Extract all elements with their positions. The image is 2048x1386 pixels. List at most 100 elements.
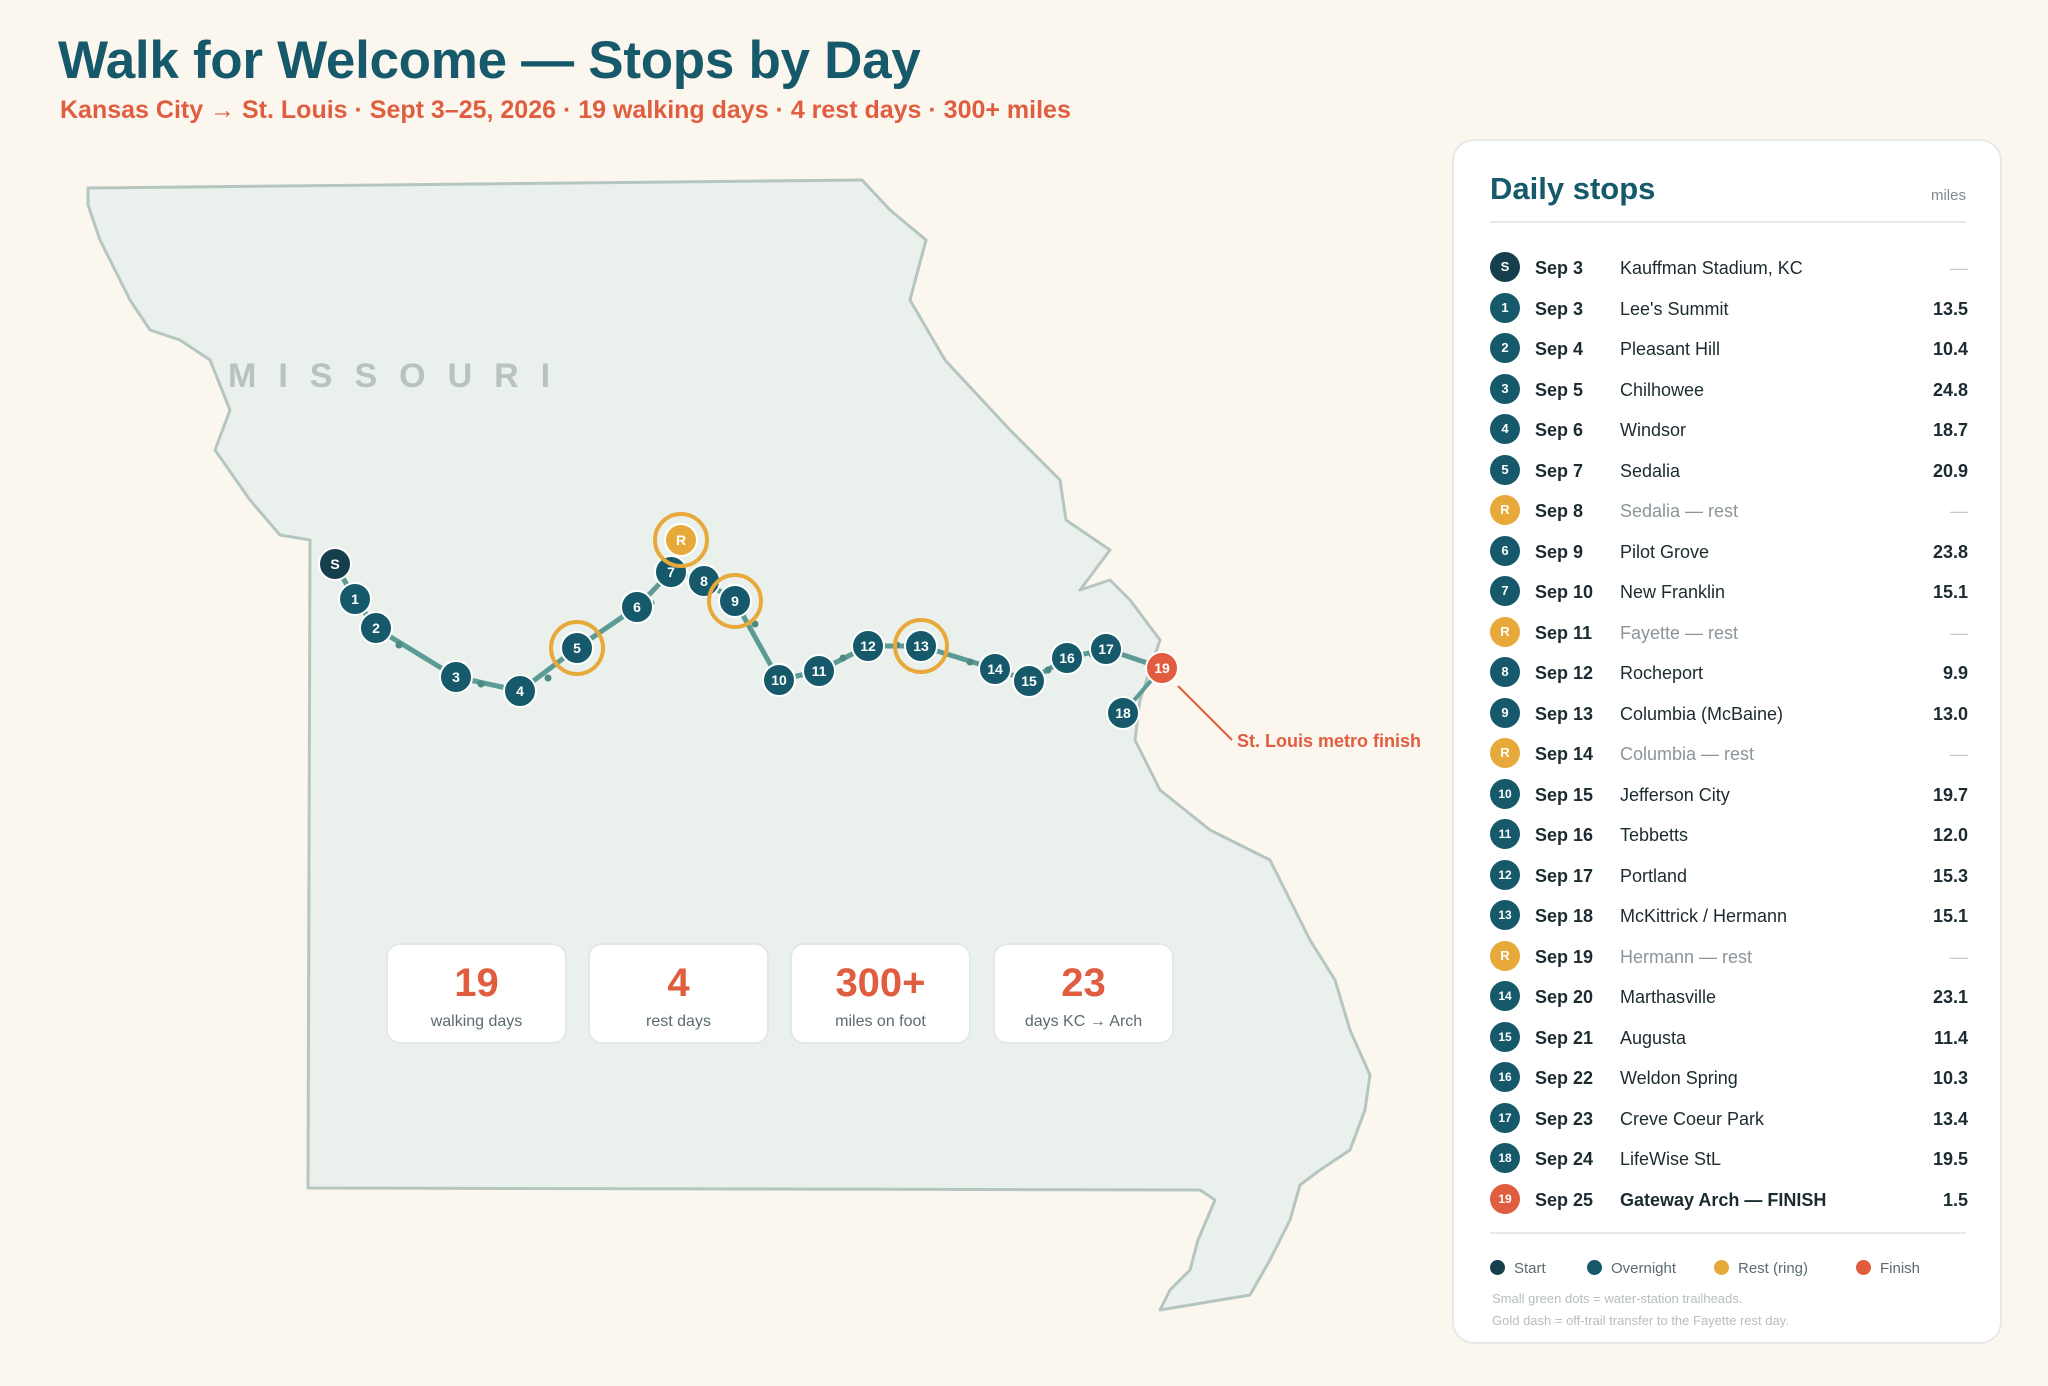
marker-label: 9 [731, 593, 739, 609]
map-marker-10[interactable]: 10 [762, 663, 796, 697]
map-marker-2[interactable]: 2 [359, 611, 393, 645]
map-marker-15[interactable]: 15 [1012, 664, 1046, 698]
map-marker-12[interactable]: 12 [851, 629, 885, 663]
stop-miles: 15.1 [1932, 582, 1968, 602]
map-marker-3[interactable]: 3 [439, 660, 473, 694]
marker-label: 4 [516, 683, 524, 699]
stop-row[interactable]: R Sep 14 Columbia — rest — [1490, 735, 1968, 776]
legend-note-water: Small green dots = water-station trailhe… [1492, 1291, 1743, 1306]
water-station-dot [839, 654, 847, 662]
map-marker-7[interactable]: 7 [654, 555, 688, 589]
stop-row[interactable]: R Sep 8 Sedalia — rest — [1490, 492, 1968, 533]
marker-dot [1089, 632, 1123, 666]
marker-dot [718, 584, 752, 618]
stop-date: Sep 14 [1535, 744, 1594, 764]
map-marker-14[interactable]: 14 [978, 652, 1012, 686]
marker-dot [802, 654, 836, 688]
stop-row[interactable]: 18 Sep 24 LifeWise StL 19.5 [1490, 1140, 1968, 1181]
map-marker-6[interactable]: 6 [620, 590, 654, 624]
marker-dot [762, 663, 796, 697]
stop-place: Columbia — rest [1620, 744, 1755, 764]
marker-label: 18 [1115, 705, 1131, 721]
stop-badge: 14 [1490, 981, 1520, 1011]
stop-row[interactable]: 6 Sep 9 Pilot Grove 23.8 [1490, 533, 1968, 574]
stop-row[interactable]: 10 Sep 15 Jefferson City 19.7 [1490, 776, 1968, 817]
stop-badge: R [1490, 495, 1520, 525]
map-marker-18[interactable]: 18 [1106, 696, 1140, 730]
stop-row[interactable]: 17 Sep 23 Creve Coeur Park 13.4 [1490, 1100, 1968, 1141]
marker-dot [1012, 664, 1046, 698]
daily-stops-panel: Daily stops miles S Sep 3 Kauffman Stadium… [1452, 139, 2002, 1344]
stop-date: Sep 21 [1535, 1027, 1594, 1048]
legend-dot [1490, 1260, 1505, 1275]
marker-dot [503, 674, 537, 708]
stop-place: Chilhowee [1620, 379, 1705, 400]
legend-label: Start [1514, 1260, 1546, 1277]
missouri-state-shape [86, 178, 1372, 1312]
stop-badge: 12 [1490, 859, 1520, 890]
stop-badge: 18 [1490, 1143, 1520, 1173]
map-marker-19[interactable]: 19 [1145, 651, 1179, 685]
rest-ring [707, 573, 763, 629]
route-map: MISSOURI St. Louis metro finish S1234567… [86, 178, 1421, 1312]
stop-row[interactable]: 3 Sep 5 Chilhowee 24.8 [1490, 371, 1968, 412]
stop-miles: 10.3 [1932, 1068, 1968, 1088]
stop-date: Sep 22 [1535, 1068, 1594, 1088]
stop-row[interactable]: 11 Sep 16 Tebbetts 12.0 [1490, 816, 1968, 857]
stop-badge: 5 [1490, 454, 1520, 485]
stop-row[interactable]: 16 Sep 22 Weldon Spring 10.3 [1490, 1059, 1968, 1100]
stop-row[interactable]: 13 Sep 18 McKittrick / Hermann 15.1 [1490, 897, 1968, 938]
map-marker-s[interactable]: S [318, 547, 352, 581]
stop-date: Sep 12 [1535, 663, 1594, 683]
map-marker-4[interactable]: 4 [503, 674, 537, 708]
stop-place: Tebbetts [1620, 825, 1689, 845]
stop-row[interactable]: 5 Sep 7 Sedalia 20.9 [1490, 452, 1968, 493]
stop-row[interactable]: 2 Sep 4 Pleasant Hill 10.4 [1490, 330, 1968, 371]
stop-row[interactable]: 9 Sep 13 Columbia (McBaine) 13.0 [1490, 695, 1968, 736]
legend-label: Rest (ring) [1738, 1260, 1809, 1277]
stop-row[interactable]: R Sep 11 Fayette — rest — [1490, 614, 1968, 655]
marker-dot [620, 590, 654, 624]
stop-row[interactable]: 12 Sep 17 Portland 15.3 [1490, 857, 1968, 898]
stop-row[interactable]: 7 Sep 10 New Franklin 15.1 [1490, 573, 1968, 614]
stop-badge: 3 [1490, 373, 1520, 404]
stops-list: S Sep 3 Kauffman Stadium, KC — 1 Sep 3 Lee's S… [1490, 249, 1968, 1221]
stop-badge: 9 [1490, 697, 1520, 728]
stop-row[interactable]: 4 Sep 6 Windsor 18.7 [1490, 411, 1968, 452]
stop-badge: 13 [1490, 900, 1520, 930]
stop-badge: 11 [1490, 819, 1520, 849]
stat-label: miles on foot [835, 1013, 926, 1030]
map-marker-17[interactable]: 17 [1089, 632, 1123, 666]
stop-row[interactable]: 1 Sep 3 Lee's Summit 13.5 [1490, 290, 1968, 331]
stop-place: Pleasant Hill [1620, 339, 1721, 359]
stop-miles: 13.4 [1932, 1108, 1968, 1129]
map-marker-13[interactable]: 13 [893, 618, 949, 674]
stop-row[interactable]: 8 Sep 12 Rocheport 9.9 [1490, 654, 1968, 695]
stop-miles: 23.1 [1932, 987, 1968, 1007]
stop-row[interactable]: R Sep 19 Hermann — rest — [1490, 938, 1968, 979]
stop-place: Augusta [1620, 1027, 1687, 1048]
map-marker-1[interactable]: 1 [338, 582, 372, 616]
map-marker-rest[interactable]: R [653, 512, 709, 568]
stop-row[interactable]: 19 Sep 25 Gateway Arch — FINISH 1.5 [1490, 1181, 1968, 1222]
stop-place: McKittrick / Hermann [1620, 906, 1788, 926]
legend-dot [1587, 1260, 1602, 1275]
stop-place: Creve Coeur Park [1620, 1108, 1765, 1129]
stop-row[interactable]: 15 Sep 21 Augusta 11.4 [1490, 1019, 1968, 1060]
map-marker-16[interactable]: 16 [1050, 641, 1084, 675]
map-marker-8[interactable]: 8 [687, 564, 721, 598]
water-station-dot [544, 674, 552, 682]
stop-miles: — [1950, 622, 1968, 643]
stop-place: Hermann — rest [1620, 946, 1753, 967]
map-marker-9[interactable]: 9 [707, 573, 763, 629]
stop-place: LifeWise StL [1620, 1149, 1722, 1169]
map-marker-11[interactable]: 11 [802, 654, 836, 688]
stop-row[interactable]: 14 Sep 20 Marthasville 23.1 [1490, 978, 1968, 1019]
marker-dot [851, 629, 885, 663]
stop-date: Sep 4 [1535, 339, 1584, 359]
marker-dot [318, 547, 352, 581]
stop-badge: 1 [1490, 292, 1520, 323]
stop-miles: — [1950, 744, 1968, 764]
map-marker-5[interactable]: 5 [549, 620, 605, 676]
stop-row[interactable]: S Sep 3 Kauffman Stadium, KC — [1490, 249, 1968, 290]
